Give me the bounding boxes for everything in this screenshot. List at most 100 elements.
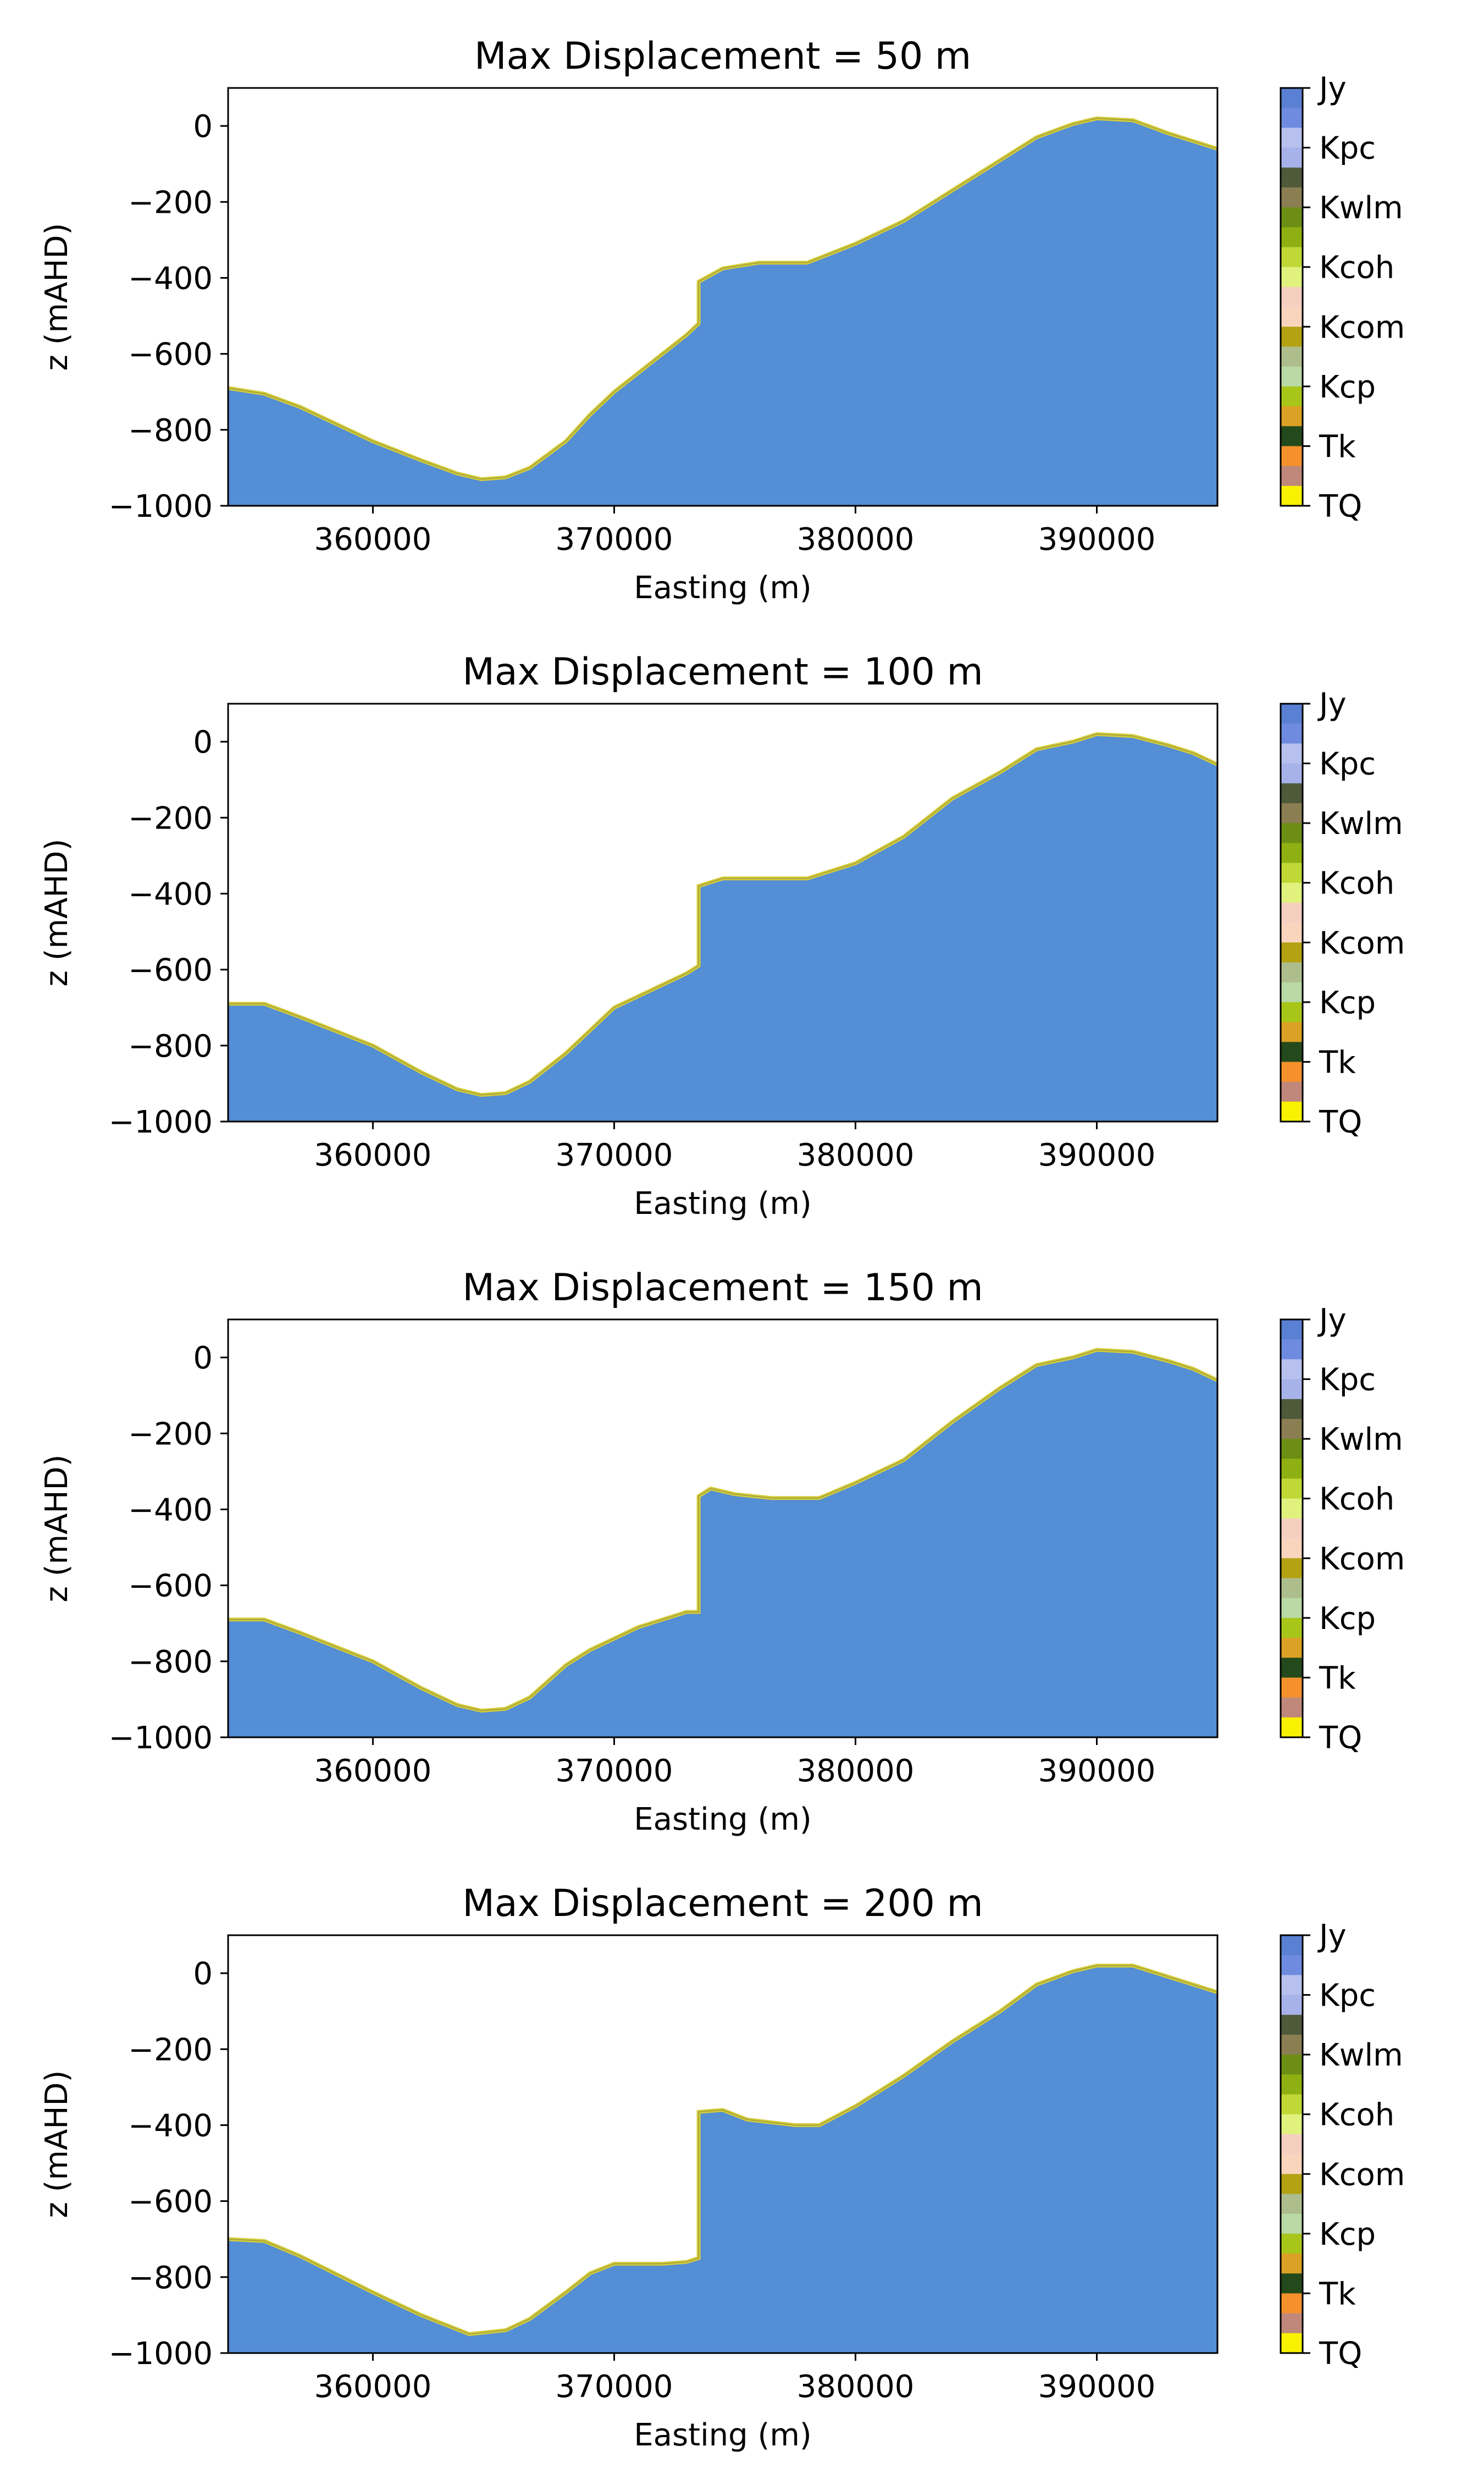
colorbar-segment — [1281, 704, 1303, 724]
colorbar-segment — [1281, 1697, 1303, 1718]
colorbar-label: TQ — [1319, 1720, 1362, 1756]
axes-frame — [227, 703, 1219, 1123]
x-tick-label: 390000 — [1038, 1137, 1156, 1173]
colorbar-segment — [1281, 1538, 1303, 1559]
colorbar-label: Kcom — [1319, 925, 1405, 961]
colorbar-segment — [1281, 1955, 1303, 1975]
colorbar-segment — [1281, 147, 1303, 168]
colorbar-label: Kwlm — [1319, 190, 1403, 226]
x-tick-label: 360000 — [314, 522, 432, 557]
colorbar-label: Tk — [1319, 1660, 1356, 1696]
plot-area — [228, 1963, 1217, 2353]
colorbar-label: TQ — [1319, 1105, 1362, 1140]
subplot-1: 360000 370000 380000 390000 0 −200 −400 −600 −80… — [39, 35, 1405, 606]
colorbar-label: Kcp — [1319, 985, 1376, 1021]
y-axis-label: z (mAHD) — [39, 839, 75, 987]
y-tick-label: −600 — [128, 953, 213, 989]
colorbar-segment — [1281, 267, 1303, 288]
colorbar-segment — [1281, 2194, 1303, 2215]
colorbar-segment — [1281, 1101, 1303, 1122]
colorbar-label: Kcoh — [1319, 2097, 1394, 2133]
colorbar-segment — [1281, 843, 1303, 864]
colorbar-label: TQ — [1319, 2336, 1362, 2372]
y-tick-label: −800 — [128, 2260, 213, 2296]
colorbar-label: Tk — [1319, 1045, 1356, 1080]
colorbar-segment — [1281, 1062, 1303, 1083]
y-tick-label: −800 — [128, 413, 213, 449]
colorbar-segment — [1281, 1717, 1303, 1738]
colorbar-segment — [1281, 763, 1303, 784]
subplot-title: Max Displacement = 150 m — [462, 1266, 983, 1310]
x-tick-label: 360000 — [314, 1753, 432, 1789]
y-tick-label: −200 — [128, 2032, 213, 2068]
colorbar-segment — [1281, 1379, 1303, 1400]
colorbar-segment — [1281, 446, 1303, 467]
colorbar-segment — [1281, 1638, 1303, 1658]
colorbar-segment — [1281, 466, 1303, 487]
colorbar-segment — [1281, 167, 1303, 188]
x-axis-label: Easting (m) — [634, 2417, 811, 2453]
colorbar-segment — [1281, 1617, 1303, 1638]
colorbar-segment — [1281, 1002, 1303, 1023]
colorbar-segment — [1281, 386, 1303, 407]
colorbar-segment — [1281, 128, 1303, 148]
colorbar: Jy Kpc Kwlm Kcoh Kcom Kcp Tk TQ — [1280, 71, 1405, 524]
x-tick-label: 360000 — [314, 2369, 432, 2405]
colorbar-segment — [1281, 2254, 1303, 2274]
colorbar-segment — [1281, 2293, 1303, 2314]
colorbar-segment — [1281, 207, 1303, 228]
y-tick-label: −200 — [128, 185, 213, 220]
x-tick-label: 390000 — [1038, 1753, 1156, 1789]
colorbar-label: Tk — [1319, 429, 1356, 465]
colorbar-segment — [1281, 2174, 1303, 2195]
subplot-title: Max Displacement = 200 m — [462, 1882, 983, 1925]
colorbar-segment — [1281, 1558, 1303, 1579]
colorbar-segment — [1281, 2213, 1303, 2234]
x-tick-label: 370000 — [556, 1137, 673, 1173]
colorbar-segment — [1281, 1658, 1303, 1678]
colorbar-segment — [1281, 346, 1303, 367]
colorbar-segment — [1281, 485, 1303, 506]
colorbar-label: Kwlm — [1319, 2037, 1403, 2073]
plot-area — [228, 732, 1217, 1122]
colorbar-segment — [1281, 307, 1303, 327]
colorbar-segment — [1281, 2273, 1303, 2294]
x-tick-label: 390000 — [1038, 522, 1156, 557]
colorbar-segment — [1281, 227, 1303, 248]
colorbar-segment — [1281, 1975, 1303, 1996]
plot-area — [228, 1348, 1217, 1737]
colorbar-segment — [1281, 803, 1303, 824]
colorbar-label: Kpc — [1319, 131, 1376, 167]
colorbar-frame — [1280, 1934, 1304, 2354]
colorbar-segment — [1281, 2134, 1303, 2155]
strata-top-line — [228, 118, 1217, 480]
colorbar-segment — [1281, 783, 1303, 804]
strata-top-line — [228, 1965, 1217, 2335]
colorbar-label: Kcoh — [1319, 866, 1394, 902]
y-axis-label: z (mAHD) — [39, 1455, 75, 1603]
colorbar: Jy Kpc Kwlm Kcoh Kcom Kcp Tk TQ — [1280, 1302, 1405, 1756]
colorbar-segment — [1281, 1935, 1303, 1956]
subplot-4: 360000 370000 380000 390000 0 −200 −400 −600 −80… — [39, 1882, 1405, 2453]
x-tick-label: 380000 — [797, 1137, 915, 1173]
colorbar-label: Kwlm — [1319, 1422, 1403, 1457]
colorbar-segment — [1281, 2313, 1303, 2334]
subplot-title: Max Displacement = 100 m — [462, 650, 983, 694]
y-tick-label: 0 — [193, 1956, 213, 1992]
colorbar: Jy Kpc Kwlm Kcoh Kcom Kcp Tk TQ — [1280, 1918, 1405, 2372]
colorbar-segment — [1281, 1081, 1303, 1102]
colorbar-segment — [1281, 286, 1303, 307]
colorbar-label: Kpc — [1319, 747, 1376, 782]
colorbar-segment — [1281, 88, 1303, 108]
basement-unit-area — [228, 118, 1217, 506]
colorbar-segment — [1281, 1677, 1303, 1698]
colorbar-segment — [1281, 327, 1303, 347]
colorbar-label: TQ — [1319, 489, 1362, 524]
colorbar-segment — [1281, 923, 1303, 943]
strata-top-line — [228, 1349, 1217, 1711]
colorbar-segment — [1281, 2055, 1303, 2075]
x-axis-label: Easting (m) — [634, 1802, 811, 1837]
colorbar-label: Kcom — [1319, 2157, 1405, 2193]
colorbar-segment — [1281, 1319, 1303, 1340]
